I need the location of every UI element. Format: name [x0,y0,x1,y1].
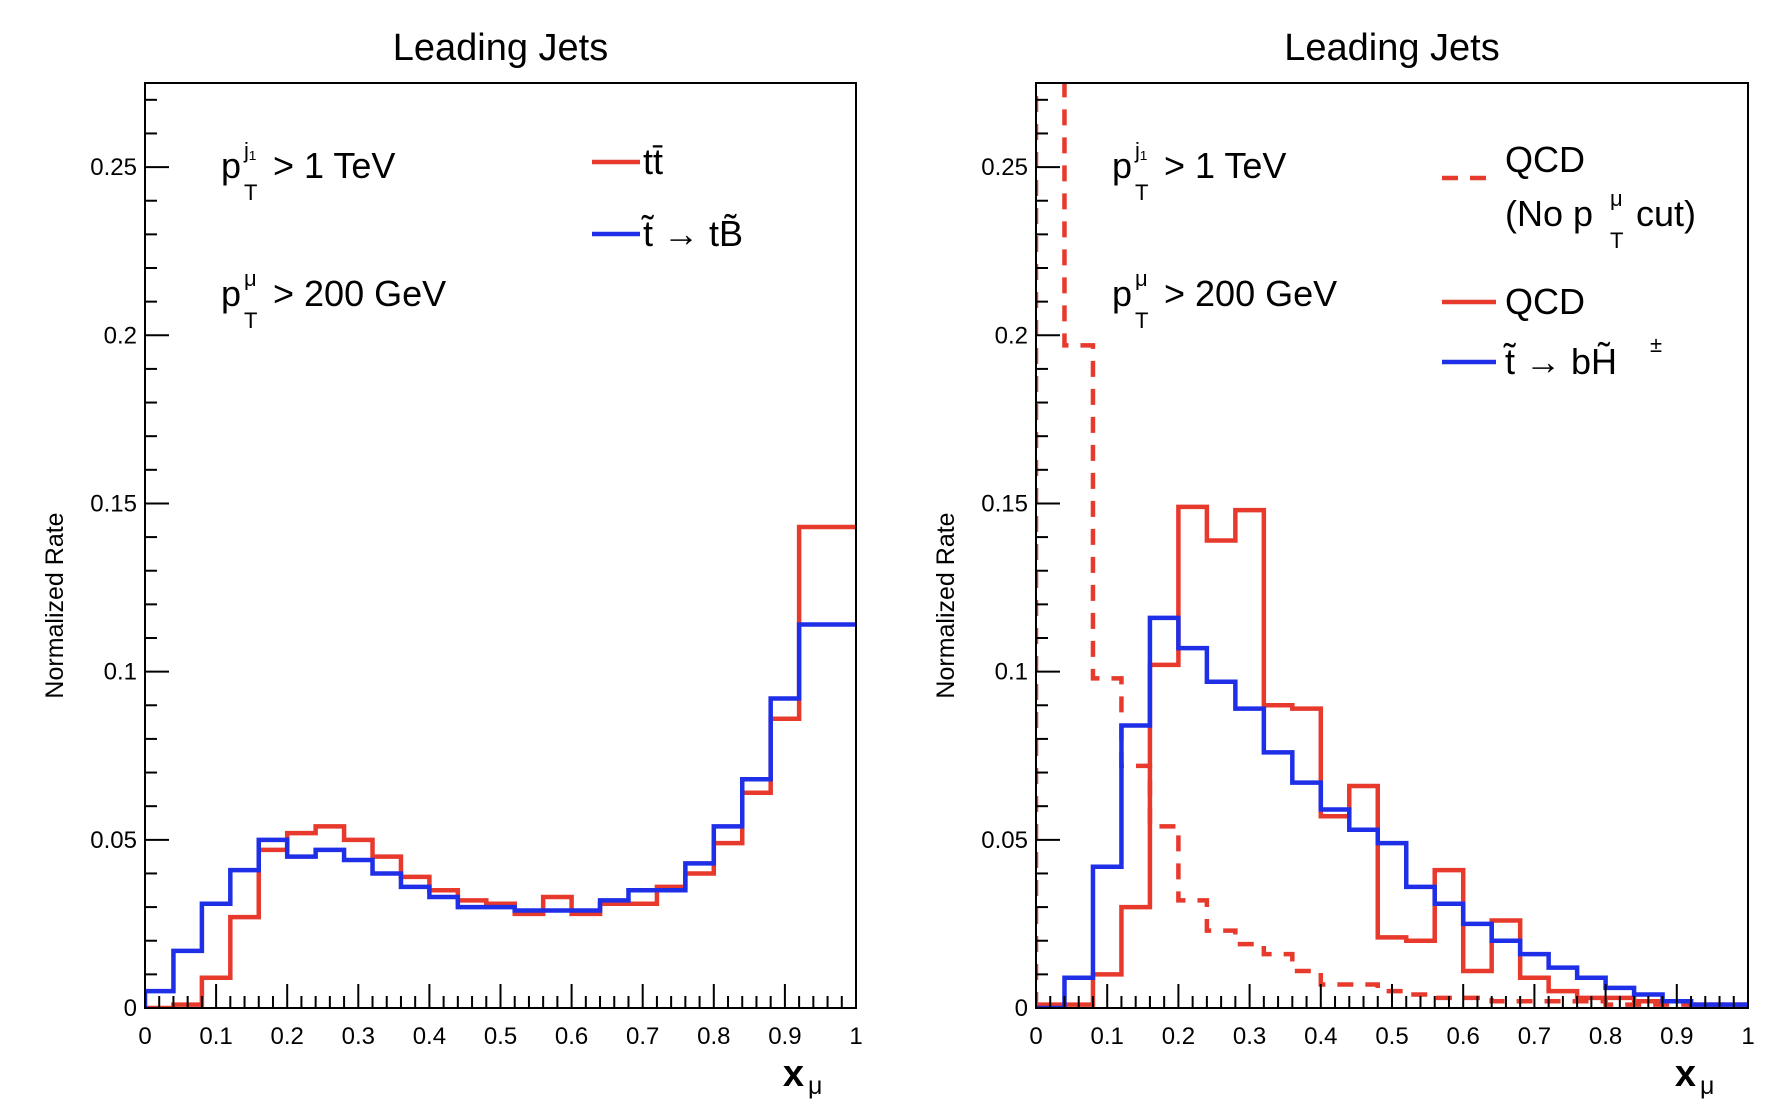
y-tick-label: 0.05 [90,827,137,854]
annotation-superscript: μ [244,266,257,291]
x-tick-label: 0.9 [768,1023,801,1050]
chart-title: Leading Jets [1284,27,1500,69]
legend-label: t̃ → bH̃ [1503,341,1617,382]
x-tick-label: 0.4 [413,1023,446,1050]
right-chart-panel: Leading Jets 0 0.1 0.2 0.3 0.4 0.5 0.6 0.7 0.8 0.9… [932,27,1755,1100]
series-line-1 [145,622,856,1008]
x-axis-label-subscript: μ [1700,1072,1714,1100]
legend-entry: t̃ → tB̃ [592,213,743,254]
x-tick-label: 0.9 [1660,1023,1693,1050]
legend-label: tt̄ [643,141,663,182]
annotation-subscript: T [244,308,257,333]
y-axis-label: Normalized Rate [932,512,960,698]
annotation-subscript: T [1135,308,1148,333]
x-axis-label-subscript: μ [808,1072,822,1100]
cut-annotation: p j₁ T > 1 TeV [1112,138,1286,205]
plot-area [145,524,856,1008]
x-tick-label: 0.5 [1375,1023,1408,1050]
legend-entry: QCD [1442,281,1585,322]
x-tick-label: 1 [849,1023,862,1050]
y-tick-label: 0.1 [104,659,137,686]
x-axis-label: x [1675,1053,1696,1095]
series-line-1 [1036,504,1748,1008]
x-tick-label: 0 [138,1023,151,1050]
y-tick-label: 0.15 [981,490,1028,517]
annotation-subscript: T [1135,180,1148,205]
legend-label-line2-pre: (No p [1505,193,1593,234]
annotation-subscript: T [244,180,257,205]
x-tick-label: 0.1 [1091,1023,1124,1050]
chart-title: Leading Jets [393,27,609,69]
x-tick-label: 0.4 [1304,1023,1337,1050]
x-axis-label: x [783,1053,804,1095]
x-tick-label: 0.2 [271,1023,304,1050]
x-tick-label: 0.8 [697,1023,730,1050]
annotation-base: p [221,145,241,186]
annotation-base: p [1112,273,1132,314]
y-tick-label: 0.2 [104,322,137,349]
y-tick-label: 0.1 [995,659,1028,686]
annotation-superscript: μ [1135,266,1148,291]
x-tick-label: 0.1 [199,1023,232,1050]
y-tick-label: 0.25 [90,154,137,181]
legend-label: t̃ → tB̃ [641,213,743,254]
x-tick-label: 0.6 [555,1023,588,1050]
y-tick-label: 0 [124,995,137,1022]
x-tick-label: 1 [1741,1023,1754,1050]
x-tick-label: 0.3 [342,1023,375,1050]
legend-label: QCD [1505,281,1585,322]
y-tick-label: 0.05 [981,827,1028,854]
x-tick-label: 0.7 [1518,1023,1551,1050]
legend-entry: QCD (No p μT cut) [1442,139,1696,253]
x-tick-label: 0.2 [1162,1023,1195,1050]
series-line-0 [1036,83,1748,1008]
y-tick-label: 0.25 [981,154,1028,181]
series-line-2 [1036,615,1748,1008]
y-axis-label: Normalized Rate [41,512,69,698]
y-tick-label: 0.15 [90,490,137,517]
x-tick-label: 0 [1029,1023,1042,1050]
annotation-text: > 200 GeV [273,273,446,314]
legend-label-superscript: ± [1650,332,1662,357]
x-tick-label: 0.8 [1589,1023,1622,1050]
series-line-0 [145,524,856,1008]
x-tick-label: 0.6 [1447,1023,1480,1050]
legend-label-line2-sup: μ [1610,186,1623,211]
x-tick-label: 0.7 [626,1023,659,1050]
legend-entry: t̃ → bH̃ ± [1442,332,1662,382]
annotation-superscript: j₁ [1134,138,1147,163]
cut-annotation: p μT > 200 GeV [1112,266,1337,333]
annotation-text: > 1 TeV [1164,145,1286,186]
annotation-base: p [221,273,241,314]
annotation-base: p [1112,145,1132,186]
legend-label-line2-post: cut) [1636,193,1696,234]
annotation-superscript: j₁ [243,138,256,163]
cut-annotation: p μT > 200 GeV [221,266,446,333]
y-tick-label: 0.2 [995,322,1028,349]
x-tick-label: 0.3 [1233,1023,1266,1050]
cut-annotation: p j₁ T > 1 TeV [221,138,395,205]
y-tick-label: 0 [1015,995,1028,1022]
annotation-text: > 1 TeV [273,145,395,186]
legend-label-line2-sub: T [1610,228,1623,253]
x-tick-label: 0.5 [484,1023,517,1050]
annotation-text: > 200 GeV [1164,273,1337,314]
legend-entry: tt̄ [592,141,663,182]
legend-label: QCD [1505,139,1585,180]
left-chart-panel: Leading Jets 0 0.1 0.2 0.3 0.4 0.5 0.6 0.7 0.8 0.9… [41,27,863,1100]
